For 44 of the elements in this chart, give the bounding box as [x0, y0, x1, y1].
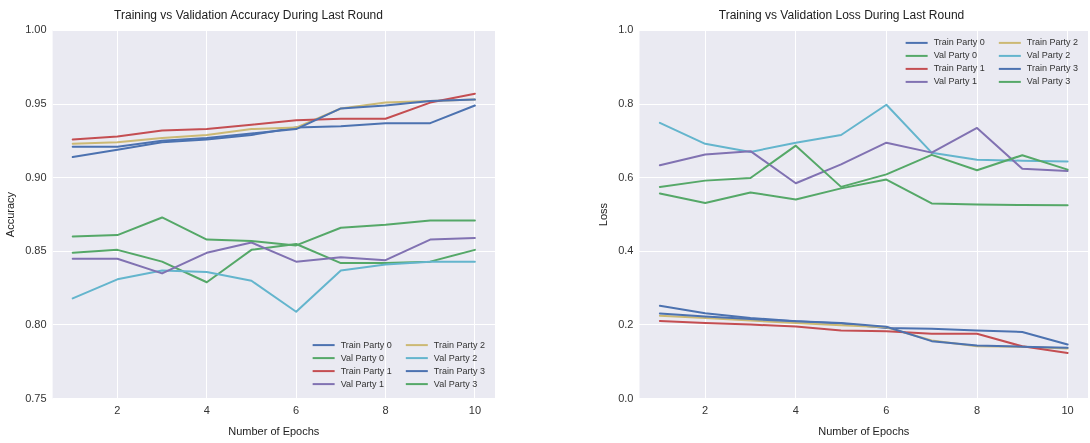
y-axis-title: Loss [596, 202, 609, 227]
y-tick-label: 0.85 [25, 244, 47, 257]
legend-label: Train Party 3 [1026, 63, 1078, 74]
legend-label: Train Party 3 [433, 365, 485, 376]
x-tick-label: 10 [1061, 404, 1074, 417]
x-tick-label: 4 [203, 404, 210, 417]
y-tick-label: 0.80 [25, 317, 47, 330]
y-tick-label: 0.4 [618, 244, 634, 257]
y-tick-label: 0.2 [618, 317, 634, 330]
x-tick-label: 8 [382, 404, 389, 417]
legend-label: Val Party 3 [1026, 76, 1071, 87]
legend-label: Train Party 2 [433, 339, 485, 350]
x-tick-label: 2 [114, 404, 121, 417]
x-tick-label: 4 [792, 404, 799, 417]
x-tick-label: 6 [293, 404, 300, 417]
legend-label: Val Party 1 [933, 76, 977, 87]
chart-title: Training vs Validation Loss During Last Round [718, 7, 965, 22]
x-axis-title: Number of Epochs [818, 425, 910, 438]
legend-label: Val Party 0 [933, 50, 977, 61]
legend-label: Train Party 0 [933, 37, 985, 48]
y-axis-title: Accuracy [3, 191, 16, 238]
legend-label: Val Party 3 [433, 378, 478, 389]
y-tick-label: 0.0 [618, 391, 634, 404]
x-tick-label: 8 [973, 404, 981, 417]
x-tick-label: 2 [702, 404, 709, 417]
y-tick-label: 0.95 [25, 97, 47, 110]
y-tick-label: 1.0 [618, 23, 634, 36]
x-axis-title: Number of Epochs [228, 425, 320, 438]
chart-title: Training vs Validation Accuracy During Last Round [114, 7, 383, 22]
legend-label: Train Party 1 [933, 63, 985, 74]
y-tick-label: 0.8 [618, 97, 634, 110]
legend-label: Val Party 1 [340, 378, 384, 389]
x-tick-label: 10 [468, 404, 482, 417]
legend-label: Train Party 2 [1026, 37, 1078, 48]
legend-label: Val Party 2 [433, 352, 478, 363]
legend-label: Val Party 2 [1026, 50, 1071, 61]
legend-label: Train Party 0 [340, 339, 392, 350]
y-tick-label: 0.75 [25, 391, 47, 404]
legend-label: Val Party 0 [340, 352, 384, 363]
y-tick-label: 0.90 [25, 170, 47, 183]
y-tick-label: 1.00 [25, 23, 47, 36]
x-tick-label: 6 [883, 404, 890, 417]
legend-label: Train Party 1 [340, 365, 392, 376]
y-tick-label: 0.6 [618, 170, 634, 183]
